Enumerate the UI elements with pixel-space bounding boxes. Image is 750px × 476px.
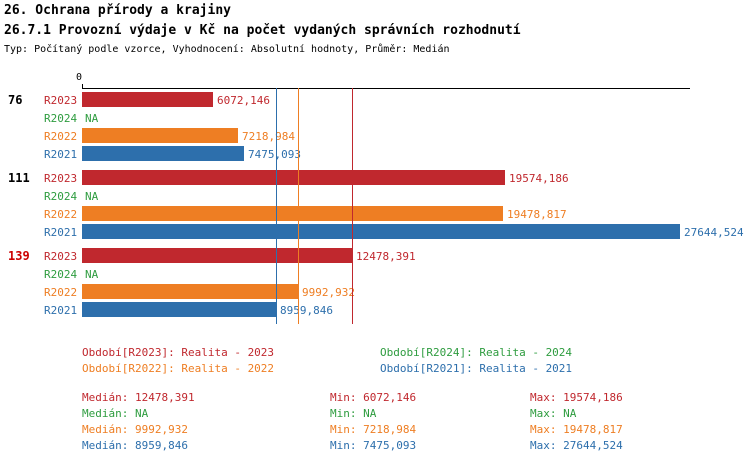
stat-median-r2023: Medián: 12478,391 — [82, 391, 195, 404]
series-row-label: R2022 — [44, 208, 78, 221]
series-row-label: R2022 — [44, 286, 78, 299]
bar-r2023 — [82, 170, 505, 185]
bar-r2022 — [82, 206, 503, 221]
bar-value-na: NA — [85, 190, 99, 203]
series-row-label: R2023 — [44, 172, 78, 185]
bar-value-na: NA — [85, 268, 99, 281]
legend-item-r2024: Období[R2024]: Realita - 2024 — [380, 346, 573, 359]
bar-value-label: 8959,846 — [280, 304, 333, 317]
stat-max-r2023: Max: 19574,186 — [530, 391, 623, 404]
legend-item-r2023: Období[R2023]: Realita - 2023 — [82, 346, 275, 359]
bar-r2022 — [82, 128, 238, 143]
group-label: 111 — [8, 171, 30, 185]
group-label: 139 — [8, 249, 30, 263]
median-line-r2022 — [298, 88, 299, 324]
axis-zero-tick — [82, 84, 83, 89]
chart-meta-line: Typ: Počítaný podle vzorce, Vyhodnocení:… — [4, 44, 450, 55]
group-label: 76 — [8, 93, 23, 107]
bar-r2022 — [82, 284, 298, 299]
median-line-r2021 — [276, 88, 277, 324]
bar-r2021 — [82, 302, 276, 317]
series-row-label: R2024 — [44, 112, 78, 125]
bar-value-na: NA — [85, 112, 99, 125]
bar-r2021 — [82, 224, 680, 239]
stat-median-r2022: Medián: 9992,932 — [82, 423, 188, 436]
stat-min-r2024: Min: NA — [330, 407, 377, 420]
series-row-label: R2023 — [44, 250, 78, 263]
series-row-label: R2021 — [44, 226, 78, 239]
stat-max-r2021: Max: 27644,524 — [530, 439, 623, 452]
stat-min-r2021: Min: 7475,093 — [330, 439, 417, 452]
indicator-subtitle: 26.7.1 Provozní výdaje v Kč na počet vyd… — [4, 23, 521, 38]
bar-value-label: 7218,984 — [242, 130, 295, 143]
series-row-label: R2024 — [44, 268, 78, 281]
stat-max-r2024: Max: NA — [530, 407, 577, 420]
bar-r2021 — [82, 146, 244, 161]
stat-median-r2024: Medián: NA — [82, 407, 149, 420]
bar-value-label: 6072,146 — [217, 94, 270, 107]
page-title: 26. Ochrana přírody a krajiny — [4, 3, 231, 18]
stat-max-r2022: Max: 19478,817 — [530, 423, 623, 436]
bar-value-label: 12478,391 — [356, 250, 416, 263]
median-line-r2023 — [352, 88, 353, 324]
bar-value-label: 19478,817 — [507, 208, 567, 221]
series-row-label: R2022 — [44, 130, 78, 143]
bar-r2023 — [82, 92, 213, 107]
legend-item-r2021: Období[R2021]: Realita - 2021 — [380, 362, 573, 375]
bar-r2023 — [82, 248, 352, 263]
legend-item-r2022: Období[R2022]: Realita - 2022 — [82, 362, 275, 375]
stat-min-r2022: Min: 7218,984 — [330, 423, 417, 436]
series-row-label: R2021 — [44, 304, 78, 317]
stat-min-r2023: Min: 6072,146 — [330, 391, 417, 404]
axis-line — [82, 88, 690, 89]
series-row-label: R2023 — [44, 94, 78, 107]
bar-value-label: 7475,093 — [248, 148, 301, 161]
bar-value-label: 9992,932 — [302, 286, 355, 299]
bar-value-label: 27644,524 — [684, 226, 744, 239]
stat-median-r2021: Medián: 8959,846 — [82, 439, 188, 452]
series-row-label: R2024 — [44, 190, 78, 203]
series-row-label: R2021 — [44, 148, 78, 161]
bar-value-label: 19574,186 — [509, 172, 569, 185]
axis-zero-label: 0 — [76, 72, 83, 83]
